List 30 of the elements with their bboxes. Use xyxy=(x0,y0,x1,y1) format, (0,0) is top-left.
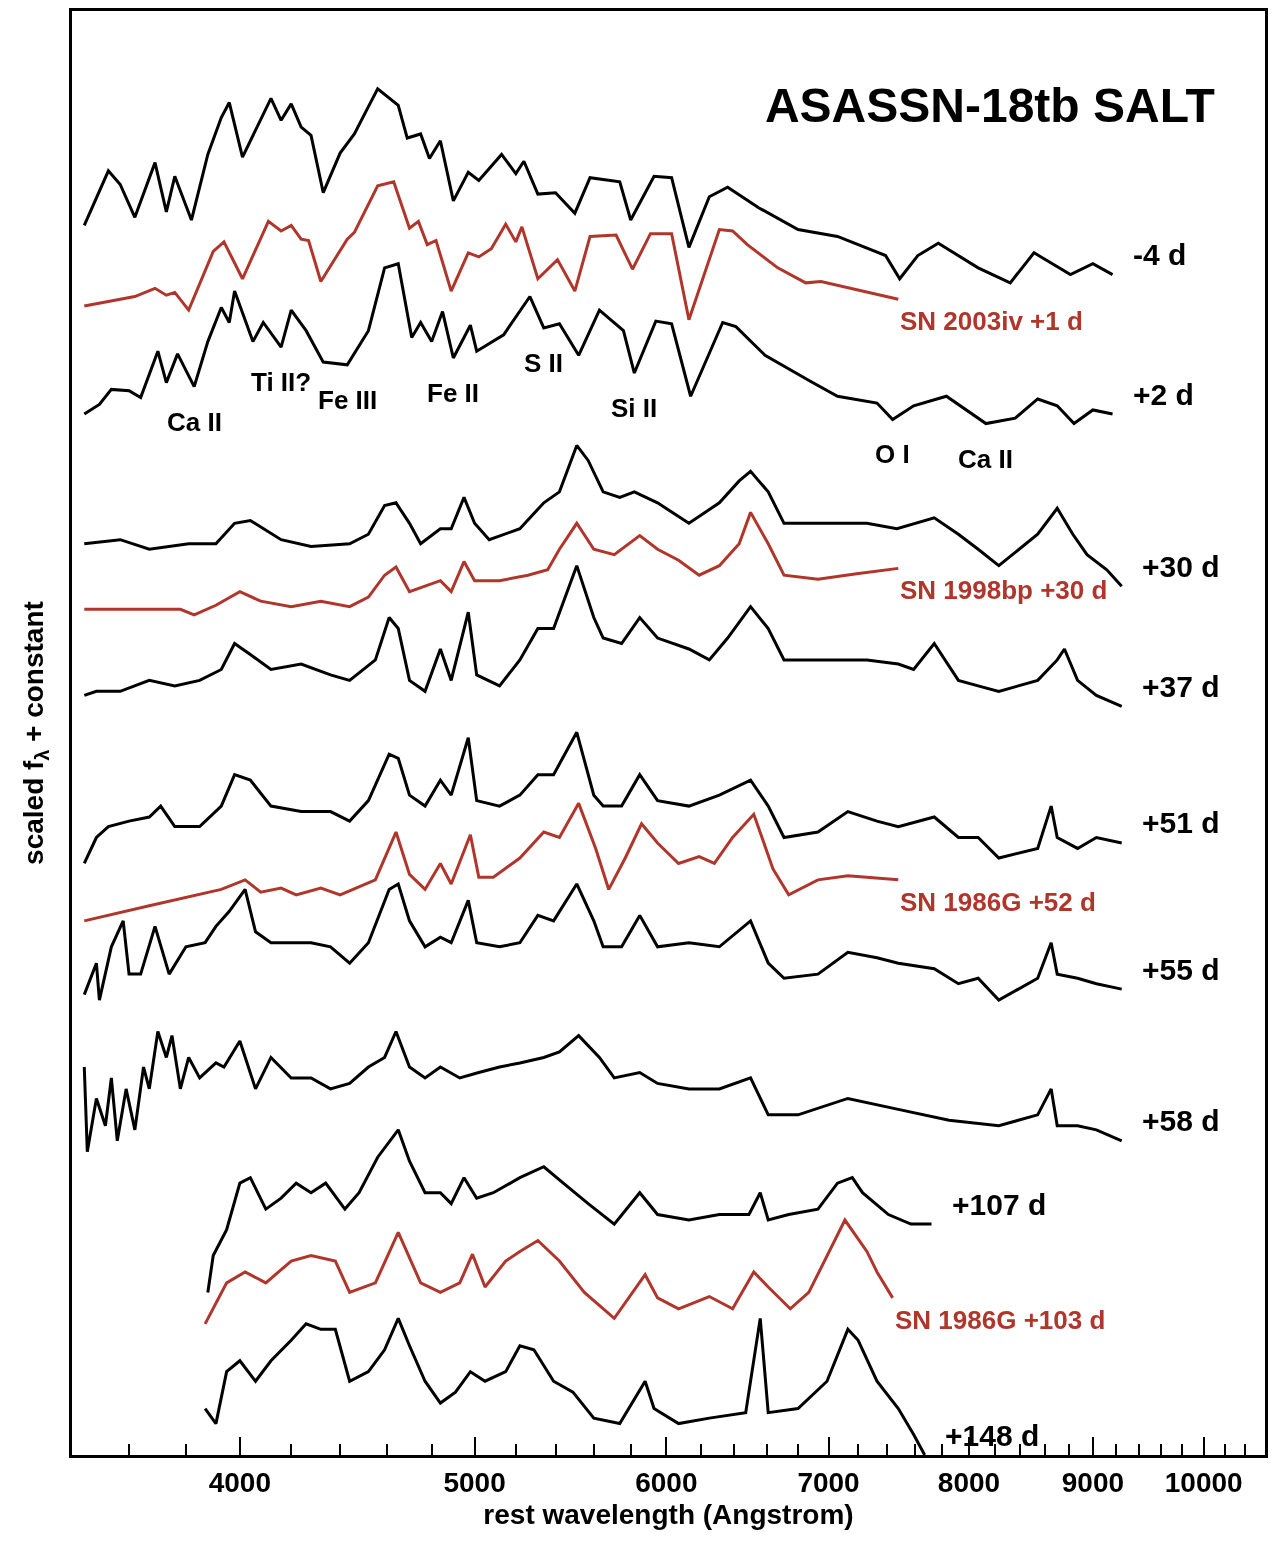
x-tick-label: 6000 xyxy=(635,1466,698,1498)
x-tick-label: 5000 xyxy=(443,1466,506,1498)
annotation: Ca II xyxy=(958,444,1013,474)
x-tick-label: 9000 xyxy=(1061,1466,1125,1498)
series-label: SN 1998bp +30 d xyxy=(900,575,1108,605)
annotation: Ti II? xyxy=(251,367,312,397)
series-label: +51 d xyxy=(1142,806,1220,839)
series-label: +107 d xyxy=(952,1188,1047,1221)
series-label: -4 d xyxy=(1133,238,1187,271)
series-label: +37 d xyxy=(1142,670,1220,703)
series-label: +30 d xyxy=(1142,550,1220,583)
annotation: Ca II xyxy=(167,407,222,437)
series-label: +2 d xyxy=(1133,378,1194,411)
series-label: SN 1986G +103 d xyxy=(895,1305,1106,1335)
x-tick-label: 4000 xyxy=(208,1466,272,1498)
legend-label: +148 d xyxy=(945,1419,1040,1452)
chart-title: ASASSN-18tb SALT xyxy=(764,79,1215,133)
series-label: +55 d xyxy=(1142,953,1220,986)
annotation: Fe II xyxy=(427,378,480,408)
x-tick-label: 7000 xyxy=(797,1466,860,1498)
series-label: SN 1986G +52 d xyxy=(900,887,1096,917)
annotation: S II xyxy=(524,348,564,378)
x-tick-label: 10000 xyxy=(1164,1466,1243,1498)
x-tick-label: 8000 xyxy=(937,1466,1001,1498)
annotation: O I xyxy=(875,439,910,469)
series-label: SN 2003iv +1 d xyxy=(900,306,1083,336)
annotation: Si II xyxy=(611,393,658,423)
x-axis-title: rest wavelength (Angstrom) xyxy=(483,1498,854,1530)
annotation: Fe III xyxy=(318,385,378,415)
series-label: +58 d xyxy=(1142,1104,1220,1137)
